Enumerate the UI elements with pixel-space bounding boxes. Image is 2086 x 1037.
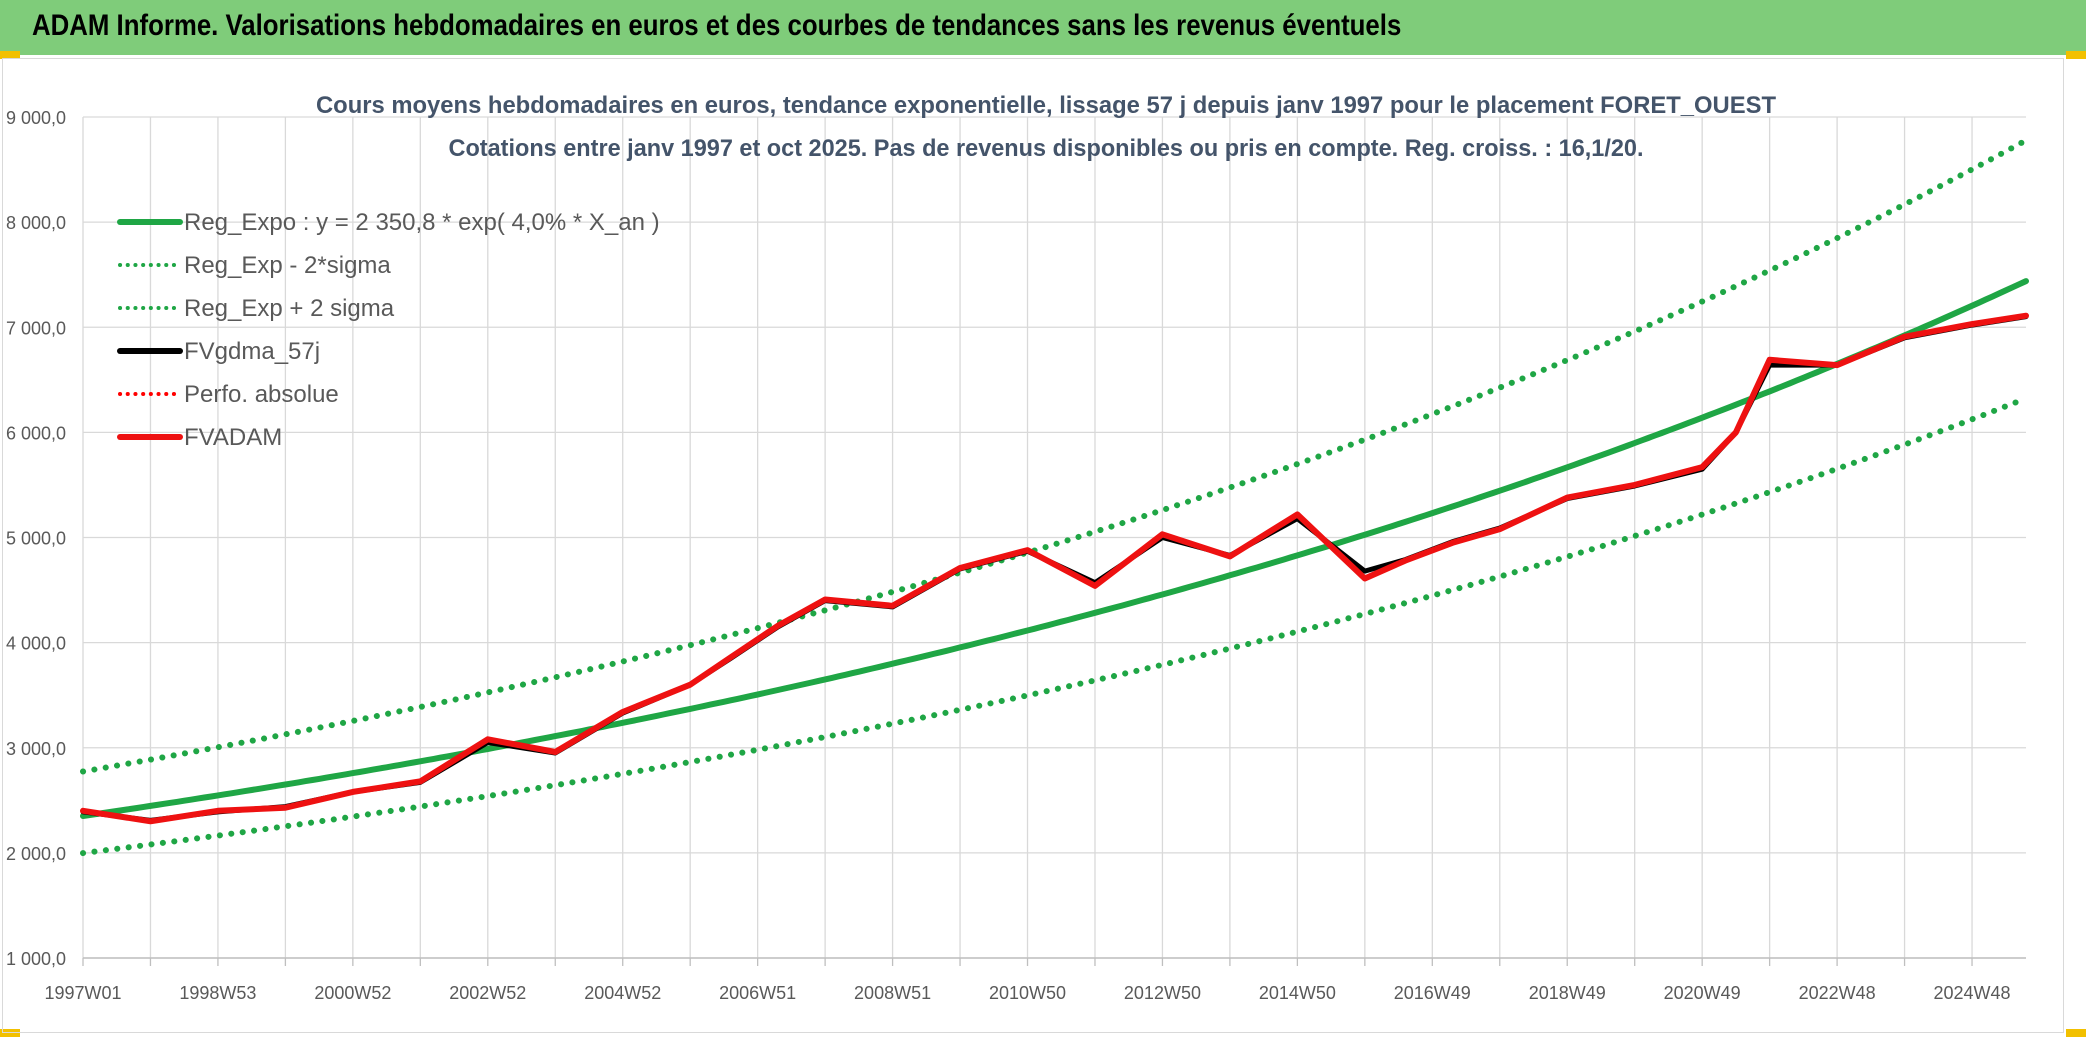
y-tick-label: 4 000,0	[6, 634, 66, 654]
header-banner: ADAM Informe. Valorisations hebdomadaire…	[0, 0, 2086, 55]
gridlines	[82, 116, 2026, 959]
series-line-1	[80, 278, 2029, 819]
y-tick-label: 8 000,0	[6, 213, 66, 233]
axes: 1 000,0 2 000,0 3 000,0 4 000,0 5 000,0 6 000…	[6, 108, 2026, 1003]
y-tick-label: 3 000,0	[6, 739, 66, 759]
x-tick-label: 2004W52	[584, 983, 661, 1003]
legend-label: Perfo. absolue	[184, 381, 339, 408]
legend-label: FVADAM	[184, 424, 282, 451]
series-line-4	[80, 314, 2029, 823]
x-tick-label: 2006W51	[719, 983, 796, 1003]
y-tick-label: 1 000,0	[6, 949, 66, 969]
banner-title: ADAM Informe. Valorisations hebdomadaire…	[32, 9, 1402, 42]
plot-series	[80, 137, 2029, 857]
corner-mark-top-left	[0, 51, 20, 59]
y-tick-label: 5 000,0	[6, 529, 66, 549]
x-tick-label: 2016W49	[1394, 983, 1471, 1003]
series-line-3	[80, 137, 2029, 775]
x-tick-label: 2014W50	[1259, 983, 1336, 1003]
x-tick-label: 2020W49	[1664, 983, 1741, 1003]
x-tick-label: 2022W48	[1799, 983, 1876, 1003]
y-tick-label: 2 000,0	[6, 844, 66, 864]
chart-title: Cours moyens hebdomadaires en euros, ten…	[316, 92, 1776, 119]
legend-label: Reg_Exp - 2*sigma	[184, 252, 391, 279]
corner-mark-top-right	[2066, 51, 2086, 59]
series-line-6	[80, 312, 2029, 825]
x-tick-label: 2000W52	[314, 983, 391, 1003]
x-tick-label: 2024W48	[1933, 983, 2010, 1003]
legend-label: Reg_Expo : y = 2 350,8 * exp( 4,0% * X_a…	[184, 209, 660, 236]
y-tick-label: 7 000,0	[6, 318, 66, 338]
y-tick-label: 6 000,0	[6, 423, 66, 443]
corner-mark-bottom-left	[0, 1029, 20, 1037]
chart-subtitle: Cotations entre janv 1997 et oct 2025. P…	[449, 135, 1644, 162]
x-tick-label: 1997W01	[44, 983, 121, 1003]
corner-mark-bottom-right	[2066, 1029, 2086, 1037]
series-line-2	[80, 395, 2029, 857]
x-tick-label: 2012W50	[1124, 983, 1201, 1003]
legend: Reg_Expo : y = 2 350,8 * exp( 4,0% * X_a…	[117, 209, 660, 451]
legend-label: FVgdma_57j	[184, 338, 320, 365]
y-tick-label: 9 000,0	[6, 108, 66, 128]
x-tick-label: 1998W53	[179, 983, 256, 1003]
chart-frame	[2, 58, 2064, 1033]
x-tick-label: 2008W51	[854, 983, 931, 1003]
legend-label: Reg_Exp + 2 sigma	[184, 295, 395, 322]
x-tick-label: 2010W50	[989, 983, 1066, 1003]
x-tick-label: 2002W52	[449, 983, 526, 1003]
x-tick-label: 2018W49	[1529, 983, 1606, 1003]
